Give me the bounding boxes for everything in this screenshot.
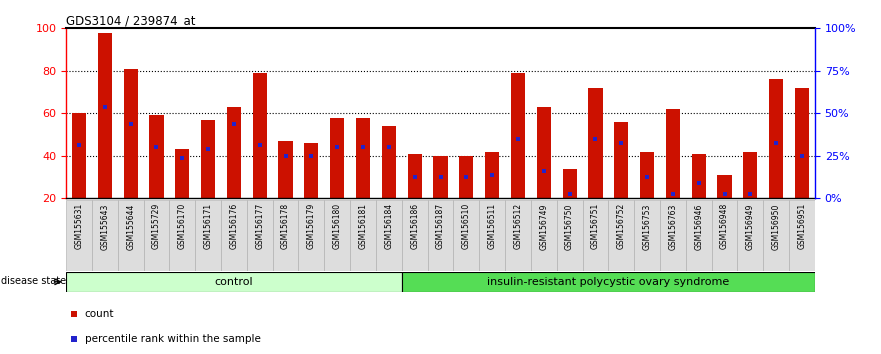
Bar [640, 152, 655, 198]
Text: GSM156170: GSM156170 [178, 203, 187, 250]
Text: GSM155729: GSM155729 [152, 203, 161, 250]
Bar [196, 200, 221, 271]
Bar [402, 272, 815, 292]
Bar [118, 200, 144, 271]
Text: GSM156171: GSM156171 [204, 203, 212, 249]
Text: insulin-resistant polycystic ovary syndrome: insulin-resistant polycystic ovary syndr… [487, 277, 729, 287]
Text: disease state: disease state [2, 276, 66, 286]
Text: GSM156187: GSM156187 [436, 203, 445, 249]
Text: GSM156949: GSM156949 [746, 203, 755, 250]
Bar [381, 126, 396, 198]
Text: control: control [215, 277, 253, 287]
Text: count: count [85, 309, 115, 320]
Bar [376, 200, 402, 271]
Bar [356, 118, 370, 198]
Bar [324, 200, 350, 271]
Text: GSM156751: GSM156751 [591, 203, 600, 250]
Text: GSM156180: GSM156180 [333, 203, 342, 249]
Bar [712, 200, 737, 271]
Text: GSM156179: GSM156179 [307, 203, 316, 250]
Text: percentile rank within the sample: percentile rank within the sample [85, 333, 261, 344]
Text: GSM156512: GSM156512 [514, 203, 522, 249]
Bar [717, 175, 731, 198]
Text: GSM156176: GSM156176 [229, 203, 239, 250]
Bar [66, 272, 402, 292]
Bar [459, 156, 473, 198]
Bar [304, 143, 319, 198]
Text: GSM156750: GSM156750 [565, 203, 574, 250]
Text: GSM156178: GSM156178 [281, 203, 290, 249]
Text: GDS3104 / 239874_at: GDS3104 / 239874_at [66, 14, 196, 27]
Bar [454, 200, 479, 271]
Bar [795, 88, 809, 198]
Bar [531, 200, 557, 271]
Text: GSM156510: GSM156510 [462, 203, 470, 250]
Text: GSM156181: GSM156181 [359, 203, 367, 249]
Text: GSM156951: GSM156951 [797, 203, 806, 250]
Bar [221, 200, 247, 271]
Bar [769, 79, 783, 198]
Bar [737, 200, 763, 271]
Bar [247, 200, 272, 271]
Bar [72, 113, 86, 198]
Bar [685, 200, 712, 271]
Bar [350, 200, 376, 271]
Text: GSM156752: GSM156752 [617, 203, 626, 250]
Bar [589, 88, 603, 198]
Bar [557, 200, 582, 271]
Text: GSM156186: GSM156186 [411, 203, 419, 249]
Bar [92, 200, 118, 271]
Bar [330, 118, 344, 198]
Bar [505, 200, 531, 271]
Bar [278, 141, 292, 198]
Bar [150, 115, 164, 198]
Text: GSM155631: GSM155631 [75, 203, 84, 250]
Text: GSM155643: GSM155643 [100, 203, 109, 250]
Bar [511, 73, 525, 198]
Bar [582, 200, 609, 271]
Bar [226, 107, 241, 198]
Bar [123, 69, 137, 198]
Text: GSM155644: GSM155644 [126, 203, 135, 250]
Bar [427, 200, 454, 271]
Bar [789, 200, 815, 271]
Bar [299, 200, 324, 271]
Text: GSM156753: GSM156753 [642, 203, 652, 250]
Bar [763, 200, 789, 271]
Bar [614, 122, 628, 198]
Bar [408, 154, 422, 198]
Bar [201, 120, 215, 198]
Bar [660, 200, 685, 271]
Bar [485, 152, 500, 198]
Bar [402, 200, 427, 271]
Bar [98, 33, 112, 198]
Bar [479, 200, 505, 271]
Text: GSM156177: GSM156177 [255, 203, 264, 250]
Text: GSM156511: GSM156511 [488, 203, 497, 249]
Text: GSM156763: GSM156763 [669, 203, 677, 250]
Bar [744, 152, 758, 198]
Bar [692, 154, 706, 198]
Text: GSM156184: GSM156184 [384, 203, 393, 249]
Text: GSM156948: GSM156948 [720, 203, 729, 250]
Bar [175, 149, 189, 198]
Bar [144, 200, 169, 271]
Bar [666, 109, 680, 198]
Bar [272, 200, 299, 271]
Bar [433, 156, 448, 198]
Text: GSM156950: GSM156950 [772, 203, 781, 250]
Bar [562, 169, 577, 198]
Text: GSM156946: GSM156946 [694, 203, 703, 250]
Bar [609, 200, 634, 271]
Bar [66, 200, 92, 271]
Bar [253, 73, 267, 198]
Bar [537, 107, 551, 198]
Bar [634, 200, 660, 271]
Text: GSM156749: GSM156749 [539, 203, 548, 250]
Bar [169, 200, 196, 271]
